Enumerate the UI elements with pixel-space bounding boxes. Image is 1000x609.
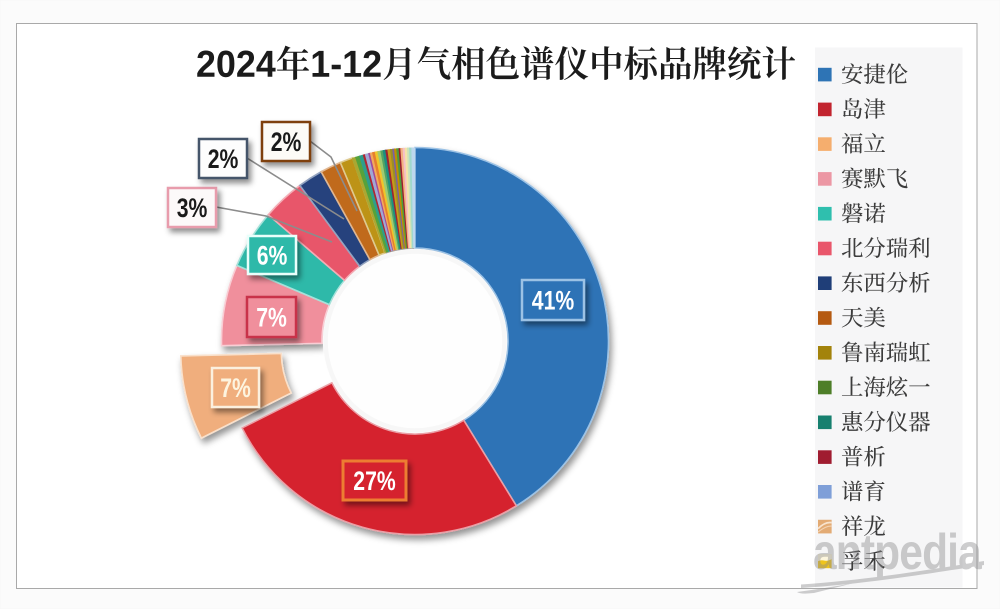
svg-text:3%: 3% <box>177 194 208 224</box>
svg-text:27%: 27% <box>353 467 395 497</box>
svg-text:2%: 2% <box>208 145 239 175</box>
svg-text:7%: 7% <box>220 374 251 404</box>
svg-text:7%: 7% <box>256 303 287 333</box>
svg-text:2%: 2% <box>271 128 302 158</box>
svg-text:6%: 6% <box>257 241 288 271</box>
svg-text:antpedia: antpedia <box>813 524 983 580</box>
svg-text:41%: 41% <box>532 286 574 316</box>
